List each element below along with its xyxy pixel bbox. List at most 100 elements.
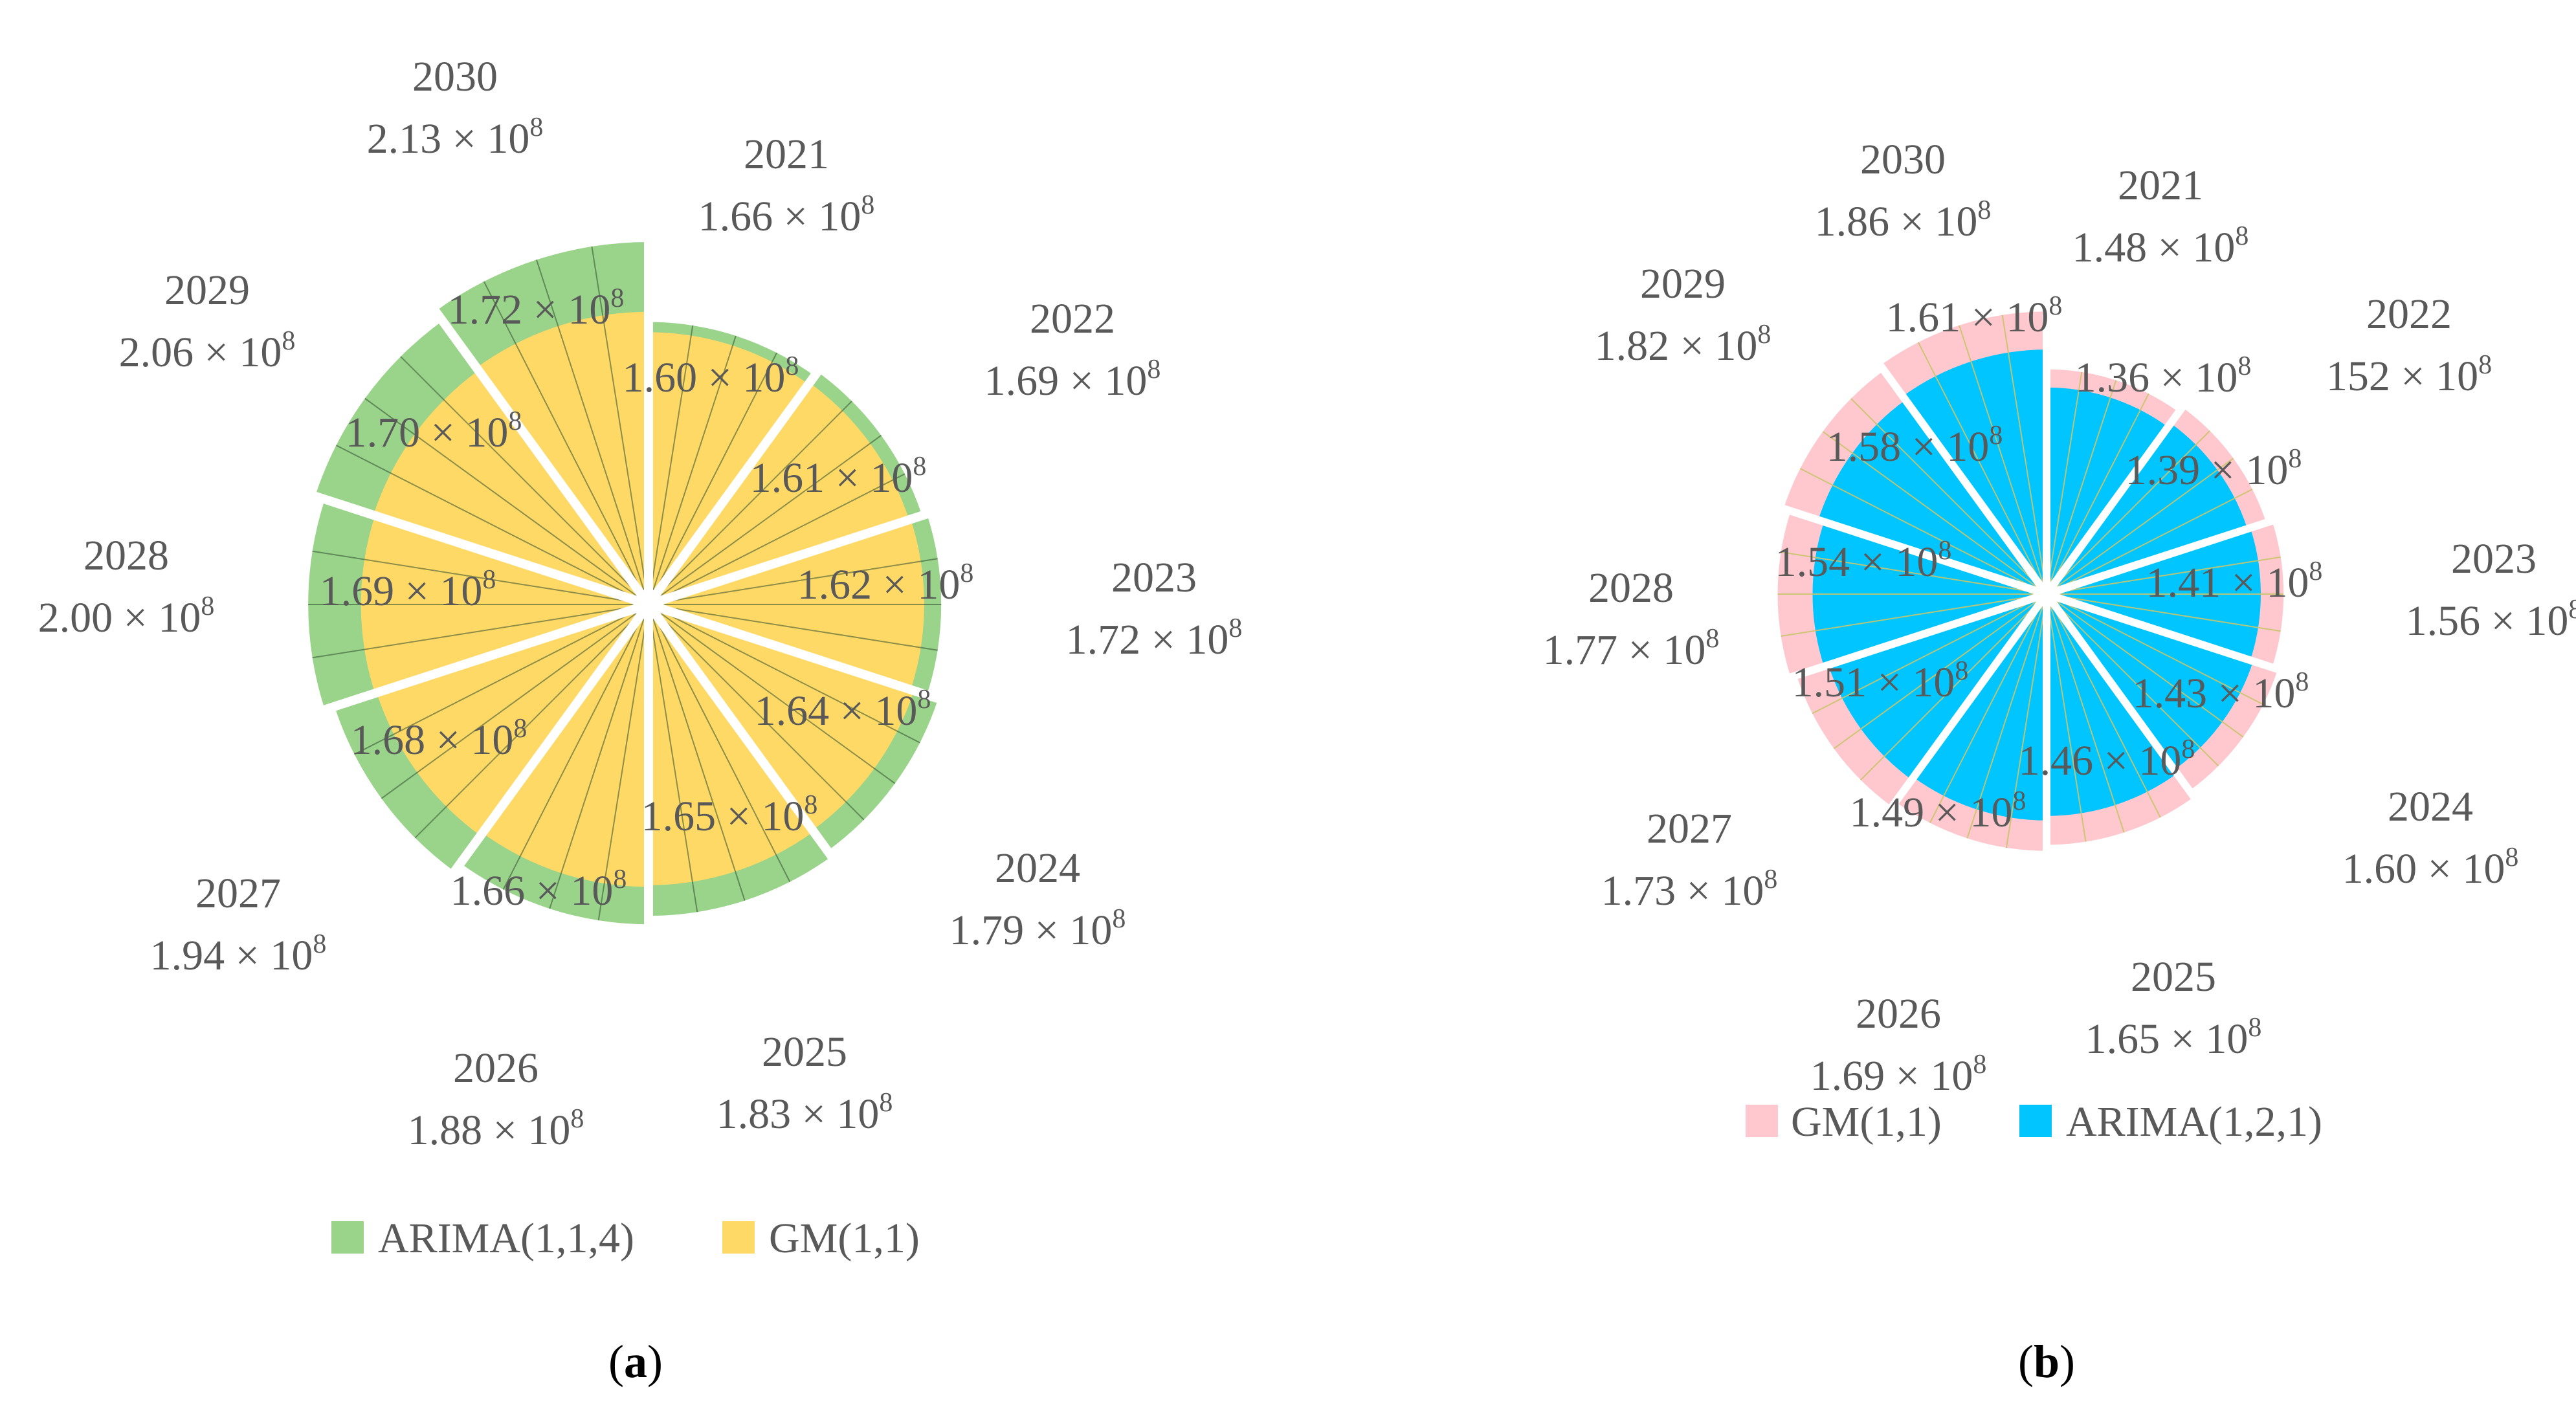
bars (308, 242, 942, 925)
radial-line (1860, 593, 2047, 780)
outer-value-label: 1.86 × 108 (1815, 195, 1992, 245)
radial-line (2046, 593, 2125, 833)
legend-label: ARIMA(1,1,4) (378, 1215, 634, 1262)
radial-line (1959, 325, 2047, 595)
sector-gap (647, 471, 1047, 609)
radial-line (312, 550, 649, 605)
radial-line (2001, 315, 2047, 595)
sector-gap (2045, 475, 2402, 598)
radial-line (2005, 593, 2047, 848)
sector-gap (1825, 291, 2050, 597)
legend-swatch (331, 1221, 364, 1254)
inner-value-label: 1.72 × 108 (448, 283, 625, 333)
category-label: 2023 (2451, 535, 2537, 582)
radial-line (483, 281, 649, 605)
legend: GM(1,1) ARIMA(1,2,1) (1746, 1098, 2322, 1145)
radial-line (549, 604, 649, 909)
bars (1777, 311, 2284, 851)
inner-value-label: 1.64 × 108 (755, 685, 931, 735)
category-label: 2023 (1111, 554, 1197, 601)
radial-line (1822, 431, 2047, 595)
outer-value-label: 1.73 × 108 (1601, 865, 1778, 914)
inner-value-label: 1.60 × 108 (623, 351, 799, 401)
inner-value-label: 1.68 × 108 (351, 714, 527, 764)
radial-line (648, 558, 938, 605)
bar-ARIMA(1,2,1)-2027 (1828, 594, 2047, 780)
radial-line (2046, 556, 2281, 595)
bar-ARIMA(1,2,1)-2029 (1818, 399, 2047, 594)
sector-gap (1691, 590, 2048, 713)
sector-gap (1825, 592, 2050, 898)
data-labels: 2021 1.66 × 108 1.60 × 108 2022 1.69 × 108 1.… (38, 53, 1243, 1154)
radial-line (648, 604, 920, 744)
category-label: 2026 (1856, 990, 1941, 1037)
bar-GM(1,1)-2021 (649, 332, 809, 604)
sector-gap (399, 601, 652, 945)
category-label: 2021 (2118, 162, 2203, 209)
outer-value-label: 1.69 × 108 (984, 355, 1161, 404)
category-label: 2025 (2131, 953, 2216, 1001)
outer-value-label: 1.65 × 108 (2085, 1013, 2262, 1063)
radial-line (648, 435, 882, 605)
radial-line (2046, 380, 2117, 595)
legend-label: GM(1,1) (1791, 1098, 1942, 1145)
radial-line (312, 604, 649, 659)
panel-caption: (a) (608, 1336, 663, 1388)
radial-line (2046, 593, 2087, 842)
legend-swatch (722, 1221, 755, 1254)
radial-line (2046, 393, 2149, 595)
sector-gap (647, 600, 1047, 738)
bar-ARIMA(1,2,1)-2025 (2047, 594, 2177, 816)
category-label: 2021 (744, 131, 829, 178)
radial-line (1799, 468, 2047, 595)
category-label: 2025 (762, 1028, 847, 1076)
radial-line (591, 246, 649, 605)
bar-ARIMA(1,2,1)-2021 (2047, 387, 2168, 594)
category-label: 2024 (2388, 783, 2473, 830)
legend: ARIMA(1,1,4) GM(1,1) (331, 1215, 920, 1262)
radial-line (2046, 593, 2281, 632)
radial-line (648, 604, 938, 651)
inner-value-label: 1.58 × 108 (1827, 421, 2003, 470)
radial-line (648, 604, 746, 901)
category-label: 2030 (1860, 136, 1946, 183)
radial-lines (308, 246, 942, 921)
panel-a-chart: 2021 1.66 × 108 1.60 × 108 2022 1.69 × 108 1.… (38, 53, 1243, 1388)
radial-line (648, 604, 698, 913)
radial-line (1917, 342, 2047, 595)
legend-swatch (1746, 1105, 1778, 1137)
radial-line (1850, 398, 2047, 595)
outer-value-label: 1.82 × 108 (1595, 320, 1771, 370)
radial-line (648, 604, 865, 821)
category-label: 2029 (164, 267, 250, 314)
radial-line (2046, 489, 2253, 595)
inner-value-label: 1.51 × 108 (1792, 656, 1969, 706)
inner-value-label: 1.62 × 108 (797, 559, 974, 608)
radial-line (2046, 593, 2244, 738)
bar-GM(1,1)-2024 (649, 604, 915, 830)
sector-gaps (250, 188, 1047, 1021)
radial-line (1929, 593, 2047, 823)
radial-lines (1777, 315, 2284, 848)
radial-line (1966, 593, 2047, 839)
outer-value-label: 1.66 × 108 (698, 190, 875, 240)
sector-gap (1691, 475, 2048, 598)
legend-label: GM(1,1) (769, 1215, 920, 1262)
radial-line (354, 604, 649, 755)
category-label: 2024 (995, 845, 1080, 892)
bar-GM(1,1)-2025 (649, 604, 814, 885)
outer-value-label: 2.13 × 108 (367, 113, 544, 162)
sector-gaps (1691, 222, 2402, 966)
category-label: 2022 (2366, 291, 2452, 338)
radial-line (1781, 551, 2047, 595)
radial-line (2046, 593, 2161, 818)
outer-value-label: 152 × 108 (2326, 350, 2492, 400)
radial-line (1833, 593, 2047, 749)
outer-value-label: 1.77 × 108 (1543, 624, 1720, 674)
radial-line (2046, 593, 2264, 705)
bar-ARIMA(1,2,1)-2022 (2047, 423, 2248, 594)
bar-ARIMA(1,2,1)-2030 (1902, 349, 2047, 594)
outer-value-label: 1.48 × 108 (2072, 221, 2249, 271)
category-label: 2029 (1640, 260, 1726, 307)
